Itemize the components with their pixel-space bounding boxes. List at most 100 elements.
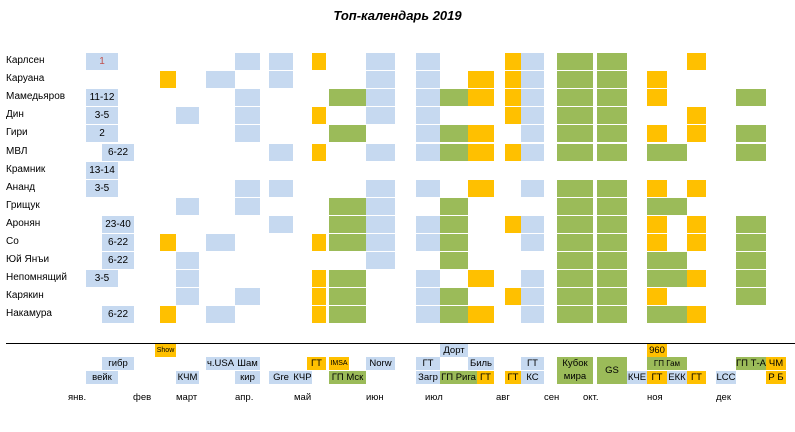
player-name: Юй Янъи — [6, 254, 50, 266]
event-participation-cell — [440, 252, 468, 270]
player-rating: 23-40 — [102, 215, 134, 233]
player-name: Аронян — [6, 217, 41, 229]
event-participation-cell — [366, 89, 395, 107]
event-participation-cell — [687, 53, 706, 70]
event-participation-cell — [468, 179, 494, 197]
event-gp-tel-aviv: ГП Т-А — [736, 357, 766, 370]
event-participation-cell — [736, 270, 766, 288]
world-cup-line2: мира — [563, 371, 587, 382]
event-participation-cell — [468, 270, 494, 288]
event-participation-cell — [440, 234, 468, 251]
player-rating: 3-5 — [86, 107, 118, 125]
event-participation-cell — [269, 143, 293, 161]
event-gt-zagreb: ГТ — [416, 357, 440, 370]
player-rating: 6-22 — [102, 143, 134, 161]
event-participation-cell — [312, 288, 326, 306]
event-participation-cell — [312, 306, 326, 324]
event-participation-cell — [329, 215, 366, 233]
event-participation-cell — [468, 89, 494, 107]
event-participation-cell — [160, 234, 176, 251]
event-participation-cell — [366, 252, 395, 270]
event-participation-cell — [235, 125, 260, 143]
event-participation-cell — [440, 215, 468, 233]
month-aug: авг — [496, 392, 510, 403]
event-participation-cell — [416, 306, 440, 324]
player-name: Карлсен — [6, 55, 45, 66]
event-participation-cell — [557, 252, 593, 270]
player-name: Крамник — [6, 163, 46, 175]
event-participation-cell — [366, 197, 395, 215]
divider-line — [6, 343, 795, 344]
player-rating: 3-5 — [86, 179, 118, 197]
event-participation-cell — [736, 143, 766, 161]
event-gp-moscow: ГП Мск — [329, 371, 366, 384]
event-participation-cell — [468, 143, 494, 161]
event-participation-cell — [416, 234, 440, 251]
player-rating: 11-12 — [86, 89, 118, 107]
event-participation-cell — [521, 234, 544, 251]
event-participation-cell — [312, 53, 326, 70]
event-participation-cell — [235, 288, 260, 306]
event-participation-cell — [329, 306, 366, 324]
month-mar: март — [176, 392, 198, 403]
month-jan: янв. — [68, 392, 87, 403]
event-kchr: КЧР — [293, 371, 312, 384]
event-participation-cell — [176, 107, 199, 125]
player-name: Грищук — [6, 199, 40, 211]
event-participation-cell — [521, 179, 544, 197]
event-us-champ: ч.USA — [206, 357, 235, 370]
event-participation-cell — [416, 270, 440, 288]
event-participation-cell — [329, 89, 366, 107]
event-participation-cell — [687, 270, 706, 288]
event-imsa: IMSA — [329, 357, 349, 370]
event-participation-cell — [557, 179, 593, 197]
event-kche: КЧЕ — [627, 371, 647, 384]
event-participation-cell — [521, 270, 544, 288]
event-participation-cell — [597, 71, 627, 89]
event-participation-cell — [366, 53, 395, 70]
event-gt-aug: ГТ — [505, 371, 521, 384]
event-participation-cell — [647, 89, 667, 107]
event-participation-cell — [416, 179, 440, 197]
event-participation-cell — [269, 53, 293, 70]
event-participation-cell — [440, 197, 468, 215]
event-lcc: LCC — [716, 371, 736, 384]
player-name: МВЛ — [6, 145, 28, 157]
event-participation-cell — [366, 107, 395, 125]
event-participation-cell — [736, 252, 766, 270]
event-participation-cell — [416, 89, 440, 107]
event-participation-cell — [505, 53, 521, 70]
event-norway: Norw — [366, 357, 395, 370]
player-name: Со — [6, 236, 19, 247]
event-participation-cell — [557, 270, 593, 288]
event-participation-cell — [235, 179, 260, 197]
event-show: Show — [155, 344, 176, 357]
event-participation-cell — [597, 143, 627, 161]
event-participation-cell — [235, 197, 260, 215]
event-participation-cell — [521, 288, 544, 306]
event-shamkir: Шам — [235, 357, 260, 370]
event-participation-cell — [736, 125, 766, 143]
event-participation-cell — [416, 288, 440, 306]
event-participation-cell — [312, 143, 326, 161]
event-participation-cell — [416, 53, 440, 70]
event-grenke: Gre — [269, 371, 293, 384]
event-participation-cell — [736, 215, 766, 233]
event-world-cup: Кубок мира — [557, 357, 593, 384]
event-participation-cell — [647, 288, 667, 306]
event-participation-cell — [597, 306, 627, 324]
event-participation-cell — [416, 143, 440, 161]
event-participation-cell — [597, 215, 627, 233]
player-rating: 6-22 — [102, 306, 134, 324]
event-participation-cell — [269, 215, 293, 233]
event-gt-may: ГТ — [307, 357, 326, 370]
event-participation-cell — [597, 234, 627, 251]
player-rating: 6-22 — [102, 252, 134, 270]
event-gp-hamburg: ГП Гам — [647, 357, 687, 370]
event-world-champ-rapid: ЧМ — [766, 357, 786, 370]
player-name: Гири — [6, 127, 28, 139]
event-participation-cell — [647, 143, 687, 161]
event-participation-cell — [468, 306, 494, 324]
event-participation-cell — [557, 234, 593, 251]
month-dec: дек — [716, 392, 731, 403]
